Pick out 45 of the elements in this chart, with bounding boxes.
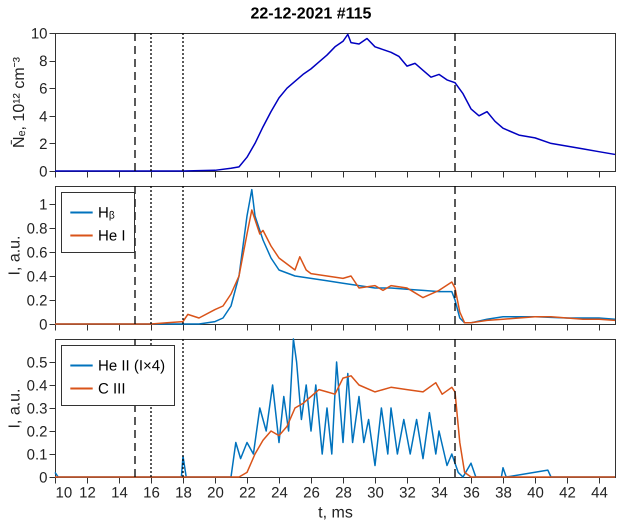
x-tick-label: 16: [143, 484, 160, 502]
chart-title: 22-12-2021 #115: [250, 6, 372, 22]
y-axis-title: I, a.u.: [6, 388, 24, 429]
y-tick-label: 0.5: [26, 354, 48, 372]
legend-label: C III: [98, 380, 126, 398]
x-axis-title: t, ms: [318, 504, 353, 522]
x-tick-label: 10: [56, 484, 72, 502]
y-tick-label: 1: [39, 196, 48, 214]
y-tick-label: 0.3: [26, 400, 48, 418]
x-tick-label: 14: [111, 484, 128, 502]
legend-label: Hᵦ: [98, 204, 115, 222]
x-tick-label: 40: [527, 484, 544, 502]
x-tick-label: 30: [367, 484, 384, 502]
x-tick-label: 44: [591, 484, 608, 502]
x-tick-label: 28: [335, 484, 352, 502]
x-tick-label: 22: [239, 484, 256, 502]
y-tick-label: 0.6: [26, 244, 48, 262]
y-tick-label: 0: [39, 164, 48, 180]
y-tick-label: 0.2: [26, 292, 48, 310]
x-tick-label: 36: [463, 484, 480, 502]
y-tick-label: 6: [39, 80, 48, 98]
x-tick-label: 20: [207, 484, 224, 502]
x-tick-label: 38: [495, 484, 512, 502]
y-tick-label: 8: [39, 53, 48, 70]
legend-label: He I: [98, 228, 126, 244]
x-tick-label: 32: [399, 484, 416, 502]
y-tick-label: 0.4: [26, 268, 48, 286]
y-tick-label: 10: [30, 26, 48, 42]
y-axis-title: I, a.u.: [6, 235, 24, 276]
y-tick-label: 4: [39, 108, 48, 126]
x-tick-label: 42: [559, 484, 576, 502]
x-tick-label: 34: [431, 484, 448, 502]
x-tick-label: 12: [79, 484, 96, 502]
y-tick-label: 0: [39, 470, 48, 486]
y-tick-label: 0.4: [26, 378, 48, 394]
y-tick-label: 0.2: [26, 424, 48, 440]
y-tick-label: 0.8: [26, 220, 48, 238]
y-tick-label: 0: [39, 316, 48, 334]
y-axis-title: N̄ₑ, 10¹² cm⁻³: [10, 56, 28, 148]
x-tick-label: 24: [271, 484, 288, 502]
legend-label: He II (I×4): [98, 358, 166, 374]
y-tick-label: 2: [39, 136, 48, 153]
x-tick-label: 18: [175, 484, 192, 502]
y-tick-label: 0.1: [26, 446, 48, 464]
x-tick-label: 26: [303, 484, 320, 502]
